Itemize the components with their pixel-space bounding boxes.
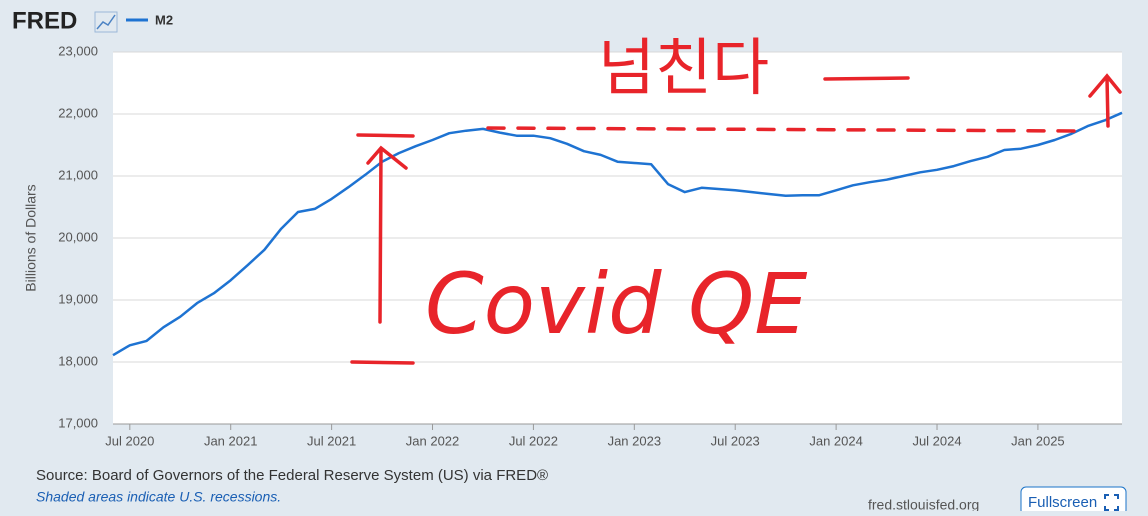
y-tick-label: 17,000 bbox=[58, 415, 98, 430]
x-tick-label: Jan 2024 bbox=[809, 433, 863, 448]
source: Source: Board of Governors of the Federa… bbox=[36, 467, 548, 484]
x-tick-label: Jul 2023 bbox=[711, 433, 760, 448]
y-tick-label: 22,000 bbox=[58, 105, 98, 120]
y-axis-label: Billions of Dollars bbox=[23, 184, 39, 291]
fullscreen-button[interactable]: Fullscreen bbox=[1020, 486, 1127, 516]
y-tick-label: 18,000 bbox=[58, 353, 98, 368]
x-tick-label: Jul 2024 bbox=[912, 433, 961, 448]
x-tick-label: Jan 2023 bbox=[608, 433, 662, 448]
y-tick-label: 23,000 bbox=[58, 43, 98, 58]
x-tick-label: Jul 2021 bbox=[307, 433, 356, 448]
button-label[interactable]: Fullscreen bbox=[1028, 494, 1097, 511]
x-tick-label: Jan 2022 bbox=[406, 433, 460, 448]
line-series bbox=[112, 111, 1123, 357]
y-tick-label: 20,000 bbox=[58, 229, 98, 244]
hand-drawing: 넘친다 Covid QE bbox=[350, 31, 1122, 365]
plot: 17,000 18,000 19,000 20,000 21,000 22,000 23,0… bbox=[58, 43, 1123, 448]
x-tick-label: Jul 2020 bbox=[105, 433, 154, 448]
annotation: 넘친다 bbox=[598, 31, 769, 104]
note: Shaded areas indicate U.S. recessions. bbox=[36, 489, 281, 505]
legend-label: M2 bbox=[155, 12, 173, 27]
y-tick-label: 21,000 bbox=[58, 167, 98, 182]
brand-icon bbox=[94, 11, 118, 33]
x-tick-label: Jan 2025 bbox=[1011, 433, 1065, 448]
brand: FRED bbox=[12, 7, 77, 34]
x-tick-label: Jan 2021 bbox=[204, 433, 258, 448]
x-tick-label: Jul 2022 bbox=[509, 433, 558, 448]
y-tick-label: 19,000 bbox=[58, 291, 98, 306]
annotation: Covid QE bbox=[425, 255, 807, 353]
credit: fred.stlouisfed.org bbox=[868, 497, 979, 511]
